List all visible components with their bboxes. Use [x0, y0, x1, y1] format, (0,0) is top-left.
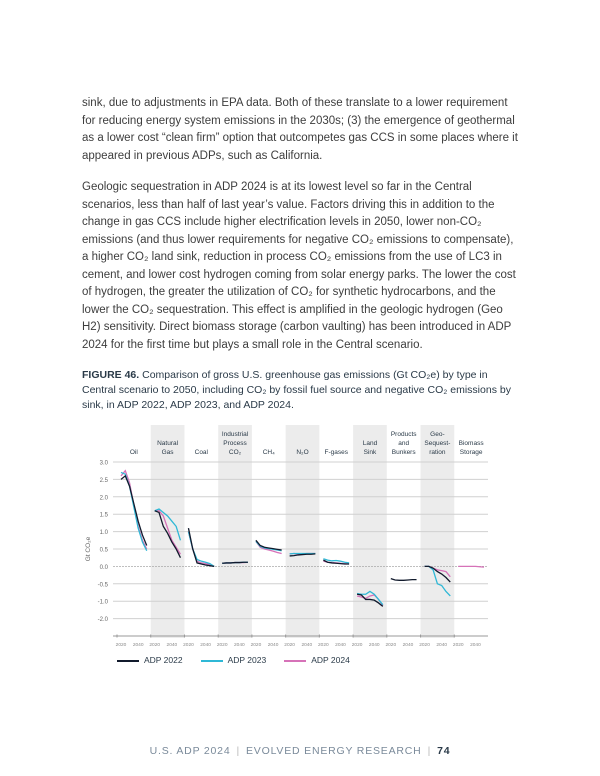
- category-label: Coal: [195, 449, 209, 456]
- page-footer: U.S. ADP 2024 | EVOLVED ENERGY RESEARCH | 74: [149, 745, 451, 757]
- x-tick-label: 2040: [200, 642, 211, 648]
- x-tick-label: 2020: [352, 642, 363, 648]
- x-tick-label: 2040: [403, 642, 414, 648]
- y-tick-label: 1.0: [100, 530, 109, 536]
- series-line-adp-2024: [154, 510, 182, 555]
- category-label: and: [398, 440, 409, 447]
- series-line-adp-2022: [154, 510, 182, 558]
- series-line-adp-2023: [356, 590, 384, 606]
- legend-item-adp-2022: ADP 2022: [117, 655, 183, 665]
- figure-caption-text: Comparison of gross U.S. greenhouse gas …: [82, 369, 511, 411]
- x-tick-label: 2020: [284, 642, 295, 648]
- figure-label: FIGURE 46.: [82, 369, 140, 381]
- series-line-adp-2024: [255, 540, 282, 555]
- x-tick-label: 2040: [369, 642, 380, 648]
- series-line-adp-2023: [323, 558, 350, 564]
- series-line-adp-2022: [222, 561, 248, 564]
- x-tick-label: 2040: [133, 642, 144, 648]
- y-tick-label: 2.0: [100, 495, 109, 501]
- category-label: Sequest-: [424, 440, 450, 447]
- category-label: Gas: [162, 449, 175, 456]
- x-tick-label: 2040: [301, 642, 312, 648]
- category-label: Bunkers: [392, 449, 417, 456]
- category-label: Geo-: [430, 431, 444, 438]
- category-label: Land: [363, 440, 378, 447]
- category-label: Products: [391, 431, 417, 438]
- category-label: CH₄: [263, 449, 275, 456]
- series-line-adp-2022: [323, 559, 350, 565]
- category-label: N₂O: [296, 449, 308, 456]
- category-label: Industrial: [222, 431, 249, 438]
- legend-item-adp-2023: ADP 2023: [200, 655, 266, 665]
- x-tick-label: 2020: [149, 642, 160, 648]
- x-tick-label: 2020: [251, 642, 262, 648]
- series-line-adp-2022: [424, 565, 451, 583]
- category-label: Storage: [460, 449, 483, 456]
- category-label: Oil: [130, 449, 139, 456]
- series-line-adp-2022: [356, 593, 384, 607]
- series-line-adp-2022: [255, 539, 282, 551]
- x-tick-label: 2020: [453, 642, 464, 648]
- footer-organization: EVOLVED ENERGY RESEARCH: [246, 745, 422, 757]
- x-tick-label: 2020: [419, 642, 430, 648]
- y-tick-label: -0.5: [98, 582, 109, 588]
- footer-publication: U.S. ADP 2024: [149, 745, 231, 757]
- x-tick-label: 2020: [318, 642, 329, 648]
- y-tick-label: 1.5: [100, 513, 109, 519]
- x-tick-label: 2020: [385, 642, 396, 648]
- x-tick-label: 2040: [335, 642, 346, 648]
- category-label: Biomass: [459, 440, 485, 447]
- y-tick-label: 3.0: [100, 461, 109, 467]
- y-tick-label: 0.5: [100, 548, 109, 554]
- legend-item-adp-2024: ADP 2024: [284, 655, 350, 665]
- category-label: F-gases: [324, 449, 348, 456]
- series-line-adp-2022: [390, 577, 417, 581]
- x-tick-label: 2040: [268, 642, 279, 648]
- category-label: ration: [429, 449, 446, 456]
- x-tick-label: 2040: [234, 642, 245, 648]
- page-body: sink, due to adjustments in EPA data. Bo…: [82, 95, 522, 665]
- x-tick-label: 2020: [217, 642, 228, 648]
- category-label: CO₂: [229, 449, 242, 456]
- chart-legend: ADP 2022 ADP 2023 ADP 2024: [117, 655, 522, 665]
- x-tick-label: 2020: [116, 642, 127, 648]
- x-tick-label: 2020: [183, 642, 194, 648]
- category-label: Natural: [157, 440, 179, 447]
- category-label: Sink: [364, 449, 377, 456]
- y-tick-label: 2.5: [100, 478, 109, 484]
- x-tick-label: 2040: [436, 642, 447, 648]
- x-tick-label: 2040: [470, 642, 481, 648]
- y-tick-label: -2.0: [98, 617, 109, 623]
- x-tick-label: 2040: [167, 642, 178, 648]
- category-label: Process: [223, 440, 247, 447]
- paragraph-2: Geologic sequestration in ADP 2024 is at…: [82, 181, 516, 351]
- series-line-adp-2023: [120, 471, 148, 552]
- emissions-chart: 3.0 2.5 2.0 1.5 1.0 0.5 0.0 -0.5 -1.0 -2.0 Gt CO₂e…: [85, 425, 488, 648]
- series-line-adp-2022: [187, 527, 215, 568]
- series-line-adp-2022: [289, 553, 316, 557]
- figure-caption: FIGURE 46. Comparison of gross U.S. gree…: [82, 368, 522, 413]
- y-tick-label: 0.0: [100, 565, 109, 571]
- series-line-adp-2022: [120, 474, 148, 546]
- y-axis-label: Gt CO₂e: [85, 536, 92, 561]
- y-tick-label: -1.0: [98, 600, 109, 606]
- series-line-adp-2024: [458, 565, 485, 568]
- paragraph-1: sink, due to adjustments in EPA data. Bo…: [82, 97, 518, 162]
- page-number: 74: [437, 745, 451, 757]
- series-line-adp-2023: [154, 508, 182, 541]
